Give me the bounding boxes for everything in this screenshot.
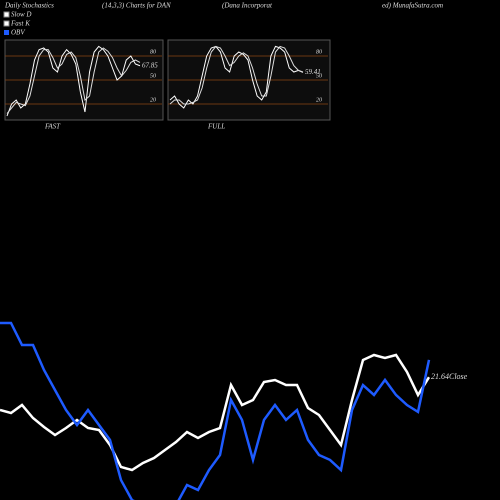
- series-line: [0, 321, 431, 500]
- value-label: 67.85: [142, 61, 158, 69]
- series-line: [169, 45, 304, 105]
- y-tick-label: 50: [150, 73, 156, 79]
- panel-label: FULL: [207, 123, 225, 131]
- legend-label: Slow D: [11, 11, 31, 19]
- y-tick-label: 50: [316, 73, 322, 79]
- value-label-number: 21.64: [431, 372, 449, 381]
- y-tick-label: 80: [316, 49, 322, 55]
- title: Daily Stochastics: [4, 2, 54, 10]
- series-line: [0, 353, 431, 472]
- y-tick-label: 80: [150, 49, 156, 55]
- y-tick-label: 20: [150, 97, 156, 103]
- value-label: 21.64Close: [431, 372, 468, 381]
- legend-swatch: [3, 20, 10, 27]
- legend-swatch: [4, 30, 9, 35]
- subtitle: (14,3,3) Charts for DAN: [102, 2, 171, 10]
- legend-label: Fast K: [10, 20, 30, 28]
- site: ed) MunafaSutra.com: [382, 2, 443, 10]
- series-name: Close: [449, 372, 468, 381]
- panel-label: FAST: [44, 123, 61, 131]
- legend-swatch: [3, 11, 10, 18]
- legend-label: OBV: [11, 29, 25, 37]
- series-line: [169, 45, 304, 109]
- y-tick-label: 20: [316, 97, 322, 103]
- company: (Dana Incorporat: [222, 2, 273, 10]
- series-line: [6, 45, 141, 117]
- value-label: 59.41: [305, 68, 321, 76]
- series-line: [6, 47, 141, 114]
